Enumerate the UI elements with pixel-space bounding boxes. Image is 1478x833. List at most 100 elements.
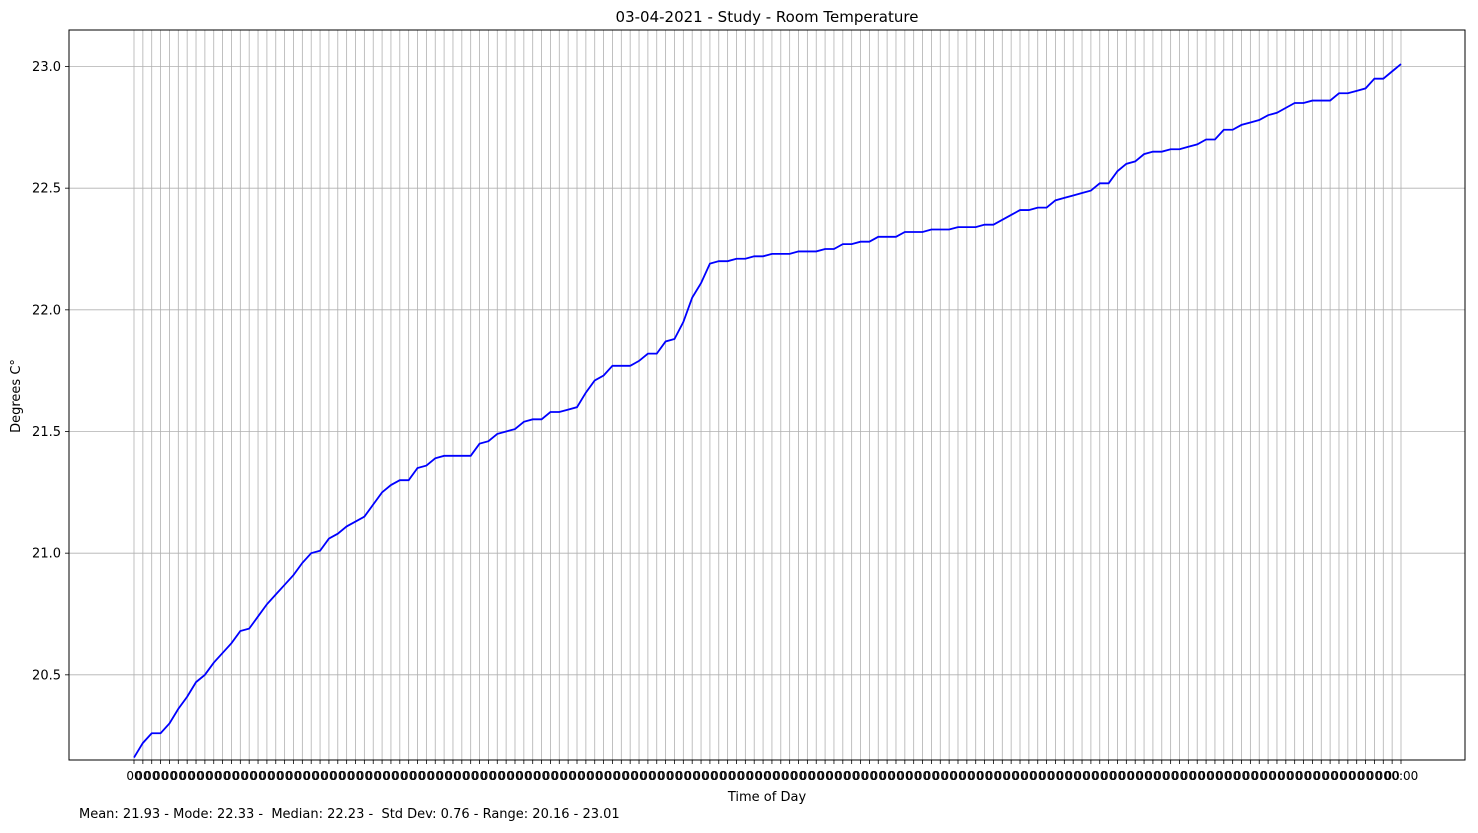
x-tick-label: 00 <box>197 769 212 783</box>
x-tick-label: 00 <box>685 769 700 783</box>
x-tick-label: 00 <box>419 769 434 783</box>
x-tick-label: 00 <box>1296 769 1311 783</box>
x-tick-label: 00 <box>897 769 912 783</box>
x-tick-label: 00 <box>250 769 265 783</box>
x-tick-label: 00 <box>1012 769 1027 783</box>
y-tick-label: 22.5 <box>32 182 61 197</box>
x-tick-label: 00 <box>747 769 762 783</box>
x-axis-label: Time of Day <box>727 790 807 805</box>
x-tick-label: 00 <box>1243 769 1258 783</box>
x-tick-label: 00 <box>1252 769 1267 783</box>
x-tick-label: 00 <box>809 769 824 783</box>
x-tick-label: 00 <box>206 769 221 783</box>
x-tick-label: 00 <box>552 769 567 783</box>
x-tick-label: 00 <box>1234 769 1249 783</box>
x-tick-label: 00 <box>126 769 141 783</box>
x-tick-label: 00 <box>1083 769 1098 783</box>
y-gridlines <box>69 66 1465 676</box>
y-axis-ticks: 20.5 21.0 21.5 22.0 22.5 23.0 <box>32 60 69 683</box>
x-tick-label: 00 <box>1145 769 1160 783</box>
x-tick-label: 00 <box>1340 769 1355 783</box>
x-tick-label: 00 <box>162 769 177 783</box>
x-axis-ticks <box>133 760 1402 764</box>
x-tick-label: 00 <box>454 769 469 783</box>
x-tick-label: 00 <box>977 769 992 783</box>
x-gridlines <box>133 30 1402 760</box>
x-tick-label: 00 <box>871 769 886 783</box>
x-tick-label: 00 <box>153 769 168 783</box>
x-tick-label: 00 <box>171 769 186 783</box>
y-tick-label: 20.5 <box>32 668 61 683</box>
x-tick-label: 00 <box>782 769 797 783</box>
x-tick-label: 00 <box>587 769 602 783</box>
x-tick-label: 00 <box>844 769 859 783</box>
x-tick-label: 00 <box>569 769 584 783</box>
x-tick-label: 00 <box>738 769 753 783</box>
x-tick-label: 00 <box>1384 769 1399 783</box>
x-tick-label: 00 <box>1207 769 1222 783</box>
x-tick-label: 00 <box>366 769 381 783</box>
x-tick-label: 00 <box>950 769 965 783</box>
x-tick-label: 00 <box>348 769 363 783</box>
x-tick-label: 00 <box>516 769 531 783</box>
x-tick-label: 00 <box>1314 769 1329 783</box>
x-tick-label: 00 <box>472 769 487 783</box>
x-tick-label: 00 <box>578 769 593 783</box>
x-tick-label: 00 <box>1004 769 1019 783</box>
x-tick-label: 00 <box>490 769 505 783</box>
x-tick-label: 00 <box>259 769 274 783</box>
x-tick-label: 00 <box>1367 769 1382 783</box>
x-tick-label: 00 <box>1331 769 1346 783</box>
x-tick-label: 00 <box>428 769 443 783</box>
x-tick-label: 00 <box>525 769 540 783</box>
x-tick-label: 00 <box>410 769 425 783</box>
x-tick-label: 00 <box>1260 769 1275 783</box>
y-tick-label: 23.0 <box>32 60 61 75</box>
x-tick-label: 00 <box>383 769 398 783</box>
x-tick-label: 00 <box>1039 769 1054 783</box>
x-tick-label: 00 <box>188 769 203 783</box>
x-tick-label: 00 <box>330 769 345 783</box>
x-tick-label: 00 <box>605 769 620 783</box>
x-tick-label: 00 <box>401 769 416 783</box>
x-tick-label: 00 <box>1021 769 1036 783</box>
x-tick-label: 00 <box>826 769 841 783</box>
x-tick-label: 00 <box>995 769 1010 783</box>
series-points <box>134 64 1401 758</box>
x-tick-label: 00 <box>357 769 372 783</box>
x-tick-label: 00 <box>1278 769 1293 783</box>
x-tick-label: 00 <box>144 769 159 783</box>
x-tick-label: 00 <box>1225 769 1240 783</box>
x-tick-label: 00 <box>277 769 292 783</box>
x-tick-label: 00 <box>321 769 336 783</box>
x-tick-label: 00 <box>702 769 717 783</box>
x-tick-label: 00 <box>233 769 248 783</box>
x-tick-label: 00 <box>481 769 496 783</box>
x-tick-label: 00 <box>879 769 894 783</box>
x-tick-label: 00 <box>631 769 646 783</box>
y-tick-label: 21.0 <box>32 547 61 562</box>
x-tick-label: 00 <box>933 769 948 783</box>
x-tick-label: 00 <box>304 769 319 783</box>
chart-title: 03-04-2021 - Study - Room Temperature <box>616 8 919 26</box>
plot-area-frame <box>68 29 1466 761</box>
x-tick-label: 00 <box>445 769 460 783</box>
x-tick-label: 00 <box>729 769 744 783</box>
x-tick-label: 00 <box>1216 769 1231 783</box>
x-tick-label: 00 <box>1057 769 1072 783</box>
x-tick-label: 00 <box>676 769 691 783</box>
x-tick-label: 00 <box>658 769 673 783</box>
x-tick-label: 00 <box>534 769 549 783</box>
x-tick-label: 00 <box>711 769 726 783</box>
x-tick-label: 00 <box>507 769 522 783</box>
x-tick-label: 00 <box>1136 769 1151 783</box>
x-tick-label: 00 <box>1163 769 1178 783</box>
x-tick-label: 00 <box>720 769 735 783</box>
x-tick-label: 00 <box>888 769 903 783</box>
x-axis-tick-labels: 0000000000000000000000000000000000000000… <box>126 769 1418 783</box>
x-tick-label: 00 <box>1376 769 1391 783</box>
x-tick-label: 00 <box>561 769 576 783</box>
x-tick-label: 00 <box>755 769 770 783</box>
x-tick-label: 00 <box>941 769 956 783</box>
x-tick-label: 00 <box>312 769 327 783</box>
